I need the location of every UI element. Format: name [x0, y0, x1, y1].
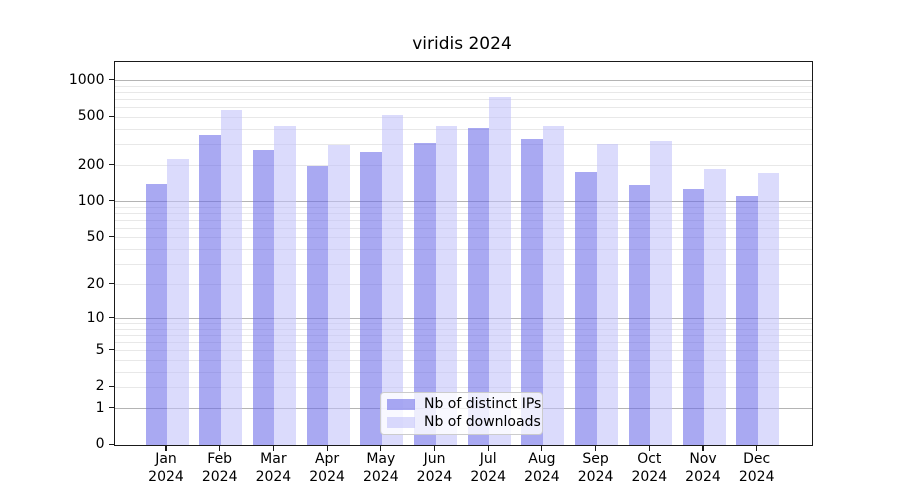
gridline-minor: [114, 165, 812, 167]
plot-area: [113, 61, 813, 447]
x-tick-mark: [380, 445, 382, 451]
gridline-minor: [114, 323, 812, 325]
gridline-minor: [114, 386, 812, 388]
x-tick-label: Dec 2024: [738, 451, 775, 485]
x-tick-label: Aug 2024: [524, 451, 560, 485]
x-tick-label: Apr 2024: [309, 451, 345, 485]
gridline-minor: [114, 263, 812, 265]
gridline-minor: [114, 342, 812, 344]
y-tick-label: 20: [86, 275, 105, 292]
legend: Nb of distinct IPs Nb of downloads: [380, 392, 543, 435]
bar: [360, 151, 382, 446]
bar: [328, 145, 350, 446]
x-tick-label: Oct 2024: [631, 451, 668, 485]
bar: [489, 96, 511, 446]
gridline-minor: [114, 227, 812, 229]
y-tick-label: 0: [95, 436, 105, 453]
bar: [414, 143, 436, 446]
gridline-minor: [114, 328, 812, 330]
x-tick-mark: [165, 445, 167, 451]
legend-swatch: [387, 399, 415, 410]
x-tick-mark: [541, 445, 543, 451]
bar: [274, 126, 296, 446]
legend-label: Nb of downloads: [424, 414, 541, 430]
x-tick-mark: [272, 445, 274, 451]
y-tick-label: 1000: [68, 71, 105, 88]
bar: [682, 188, 704, 446]
y-tick-label: 50: [86, 228, 105, 245]
x-tick-label: Feb 2024: [201, 451, 238, 485]
x-tick-mark: [326, 445, 328, 451]
gridline-minor: [114, 143, 812, 145]
bar: [521, 139, 543, 446]
y-tick-label: 100: [77, 192, 105, 209]
gridline-minor: [114, 335, 812, 337]
x-tick-label: Jul 2024: [470, 451, 506, 485]
bar: [542, 125, 565, 446]
gridline-minor: [114, 99, 812, 101]
x-tick-mark: [219, 445, 221, 451]
x-tick-label: Nov 2024: [685, 451, 721, 485]
bar: [757, 172, 780, 446]
y-tick-label: 10: [86, 309, 105, 326]
x-tick-mark: [487, 445, 489, 451]
bar: [220, 110, 243, 446]
gridline-minor: [114, 85, 812, 87]
legend-swatch: [387, 417, 415, 428]
y-tick-label: 5: [95, 341, 105, 358]
gridline-minor: [114, 248, 812, 250]
gridline-minor: [114, 350, 812, 352]
bar: [435, 126, 457, 446]
gridline-minor: [114, 116, 812, 118]
bar: [736, 196, 758, 446]
x-tick-mark: [595, 445, 597, 451]
gridline-major: [114, 318, 812, 320]
bar: [628, 184, 651, 446]
gridline-minor: [114, 359, 812, 361]
gridline-major: [114, 201, 812, 203]
bar: [467, 128, 490, 446]
bar: [252, 150, 275, 446]
bar: [167, 159, 189, 446]
legend-row: Nb of distinct IPs: [387, 397, 541, 412]
y-tick-label: 2: [95, 378, 105, 395]
bar: [575, 171, 597, 446]
gridline-minor: [114, 107, 812, 109]
bar: [381, 115, 404, 446]
y-tick-label: 500: [77, 108, 105, 125]
y-tick-label: 200: [77, 156, 105, 173]
gridline-minor: [114, 128, 812, 130]
bar: [306, 165, 329, 446]
legend-label: Nb of distinct IPs: [424, 396, 542, 412]
x-tick-label: Sep 2024: [577, 451, 614, 485]
x-tick-label: May 2024: [362, 451, 399, 485]
chart-title: viridis 2024: [412, 34, 512, 54]
bars-layer: [115, 62, 813, 446]
gridline-minor: [114, 219, 812, 221]
bar: [596, 143, 619, 446]
bar: [199, 134, 221, 446]
gridline-minor: [114, 206, 812, 208]
x-tick-mark: [648, 445, 650, 451]
x-tick-mark: [756, 445, 758, 451]
x-tick-label: Jan 2024: [148, 451, 184, 485]
legend-row: Nb of downloads: [387, 415, 541, 430]
gridline-minor: [114, 92, 812, 94]
gridline-minor: [114, 371, 812, 373]
y-tick-label: 1: [95, 399, 105, 416]
x-tick-label: Mar 2024: [255, 451, 292, 485]
x-tick-mark: [702, 445, 704, 451]
x-tick-label: Jun 2024: [416, 451, 453, 485]
bar: [704, 169, 726, 446]
gridline-minor: [114, 212, 812, 214]
gridline-minor: [114, 284, 812, 286]
gridline-major: [114, 80, 812, 82]
bar: [650, 141, 672, 446]
bar: [145, 184, 167, 446]
gridline-minor: [114, 237, 812, 239]
grid-layer: [114, 62, 812, 445]
x-tick-mark: [433, 445, 436, 451]
